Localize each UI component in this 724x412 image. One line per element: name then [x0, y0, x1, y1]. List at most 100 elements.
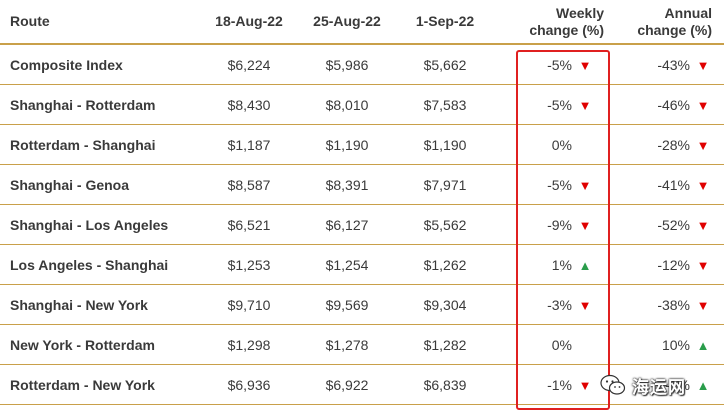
- rate-date-3: $7,583: [396, 84, 494, 125]
- rate-date-3: $1,190: [396, 124, 494, 165]
- weekly-change-value: 0%: [551, 136, 572, 153]
- table-row: Los Angeles - Shanghai $1,253 $1,254 $1,262…: [0, 244, 724, 285]
- weekly-change-cell: -5% ▼: [494, 44, 616, 85]
- weekly-change-value: 1%: [551, 256, 572, 273]
- annual-change-cell: -52% ▼: [616, 204, 724, 245]
- weekly-change-cell: -5% ▼: [494, 84, 616, 125]
- table-row: Shanghai - Los Angeles $6,521 $6,127 $5,562…: [0, 204, 724, 245]
- rate-date-1: $8,430: [200, 84, 298, 125]
- green-up-triangle-icon: ▲: [578, 257, 592, 273]
- red-down-triangle-icon: ▼: [578, 377, 592, 393]
- rate-date-1: $6,224: [200, 44, 298, 85]
- red-down-triangle-icon: ▼: [578, 338, 592, 353]
- header-weekly-line1: Weekly: [556, 4, 604, 21]
- rate-date-3: $6,839: [396, 364, 494, 405]
- annual-change-value: -41%: [657, 176, 690, 193]
- annual-change-cell: 10% ▲: [616, 324, 724, 365]
- table-row: Rotterdam - Shanghai $1,187 $1,190 $1,190 0%…: [0, 124, 724, 165]
- annual-change-value: -43%: [657, 56, 690, 73]
- annual-change-cell: -12% ▼: [616, 244, 724, 285]
- header-date-3: 1-Sep-22: [396, 0, 494, 45]
- annual-change-cell: -43% ▼: [616, 44, 724, 85]
- table-row: Composite Index $6,224 $5,986 $5,662 -5% ▼ -43…: [0, 44, 724, 85]
- route-name: Shanghai - New York: [0, 284, 200, 325]
- red-down-triangle-icon: ▼: [696, 137, 710, 153]
- annual-change-cell: -46% ▼: [616, 84, 724, 125]
- weekly-change-cell: -5% ▼: [494, 164, 616, 205]
- weekly-change-cell: -1% ▼: [494, 364, 616, 405]
- header-date-1: 18-Aug-22: [200, 0, 298, 45]
- rate-date-3: $1,262: [396, 244, 494, 285]
- annual-change-value: -46%: [657, 96, 690, 113]
- weekly-change-value: -3%: [547, 296, 572, 313]
- header-annual-line2: change (%): [637, 21, 712, 38]
- red-down-triangle-icon: ▼: [578, 138, 592, 153]
- rate-date-2: $9,569: [298, 284, 396, 325]
- red-down-triangle-icon: ▼: [578, 97, 592, 113]
- annual-change-value: -28%: [657, 136, 690, 153]
- weekly-change-value: 0%: [551, 336, 572, 353]
- red-down-triangle-icon: ▼: [578, 217, 592, 233]
- header-annual-change: Annual change (%): [616, 0, 724, 45]
- watermark: 海运网: [600, 370, 724, 400]
- header-annual-line1: Annual: [664, 4, 712, 21]
- annual-change-cell: -1% ▲: [616, 364, 724, 405]
- red-down-triangle-icon: ▼: [578, 297, 592, 313]
- route-name: Shanghai - Los Angeles: [0, 204, 200, 245]
- red-down-triangle-icon: ▼: [696, 257, 710, 273]
- rate-date-1: $6,936: [200, 364, 298, 405]
- annual-change-value: -1%: [665, 376, 690, 393]
- route-name: Shanghai - Rotterdam: [0, 84, 200, 125]
- header-weekly-line2: change (%): [529, 21, 604, 38]
- weekly-change-cell: 0% ▼: [494, 324, 616, 365]
- rate-date-1: $1,187: [200, 124, 298, 165]
- route-name: Composite Index: [0, 44, 200, 85]
- rate-date-3: $5,662: [396, 44, 494, 85]
- rate-date-2: $5,986: [298, 44, 396, 85]
- weekly-change-value: -5%: [547, 176, 572, 193]
- green-up-triangle-icon: ▲: [696, 337, 710, 353]
- rate-date-2: $6,127: [298, 204, 396, 245]
- annual-change-value: -12%: [657, 256, 690, 273]
- weekly-change-cell: 1% ▲: [494, 244, 616, 285]
- watermark-text: 海运网: [632, 377, 686, 398]
- table-row: Rotterdam - New York $6,936 $6,922 $6,839 -1…: [0, 364, 724, 405]
- rate-date-2: $1,254: [298, 244, 396, 285]
- rate-date-3: $9,304: [396, 284, 494, 325]
- annual-change-cell: -38% ▼: [616, 284, 724, 325]
- table-row: Shanghai - Rotterdam $8,430 $8,010 $7,583 -5…: [0, 84, 724, 125]
- rate-date-2: $8,391: [298, 164, 396, 205]
- red-down-triangle-icon: ▼: [696, 217, 710, 233]
- red-down-triangle-icon: ▼: [696, 97, 710, 113]
- green-up-triangle-icon: ▲: [696, 377, 710, 393]
- weekly-change-cell: -3% ▼: [494, 284, 616, 325]
- header-weekly-change: Weekly change (%): [494, 0, 616, 45]
- header-date-2: 25-Aug-22: [298, 0, 396, 45]
- red-down-triangle-icon: ▼: [578, 177, 592, 193]
- rate-date-3: $5,562: [396, 204, 494, 245]
- table-row: New York - Rotterdam $1,298 $1,278 $1,282 0%…: [0, 324, 724, 365]
- rate-date-2: $6,922: [298, 364, 396, 405]
- annual-change-cell: -28% ▼: [616, 124, 724, 165]
- red-down-triangle-icon: ▼: [696, 177, 710, 193]
- weekly-change-value: -5%: [547, 96, 572, 113]
- route-name: New York - Rotterdam: [0, 324, 200, 365]
- route-name: Rotterdam - Shanghai: [0, 124, 200, 165]
- weekly-change-value: -1%: [547, 376, 572, 393]
- rate-date-3: $1,282: [396, 324, 494, 365]
- weekly-change-cell: -9% ▼: [494, 204, 616, 245]
- rate-date-1: $6,521: [200, 204, 298, 245]
- annual-change-value: -38%: [657, 296, 690, 313]
- annual-change-value: 10%: [661, 336, 690, 353]
- rate-date-3: $7,971: [396, 164, 494, 205]
- red-down-triangle-icon: ▼: [696, 57, 710, 73]
- header-route: Route: [0, 0, 200, 45]
- rate-date-1: $1,253: [200, 244, 298, 285]
- rate-date-2: $1,278: [298, 324, 396, 365]
- route-name: Shanghai - Genoa: [0, 164, 200, 205]
- annual-change-value: -52%: [657, 216, 690, 233]
- rate-date-1: $8,587: [200, 164, 298, 205]
- rate-date-1: $9,710: [200, 284, 298, 325]
- weekly-change-cell: 0% ▼: [494, 124, 616, 165]
